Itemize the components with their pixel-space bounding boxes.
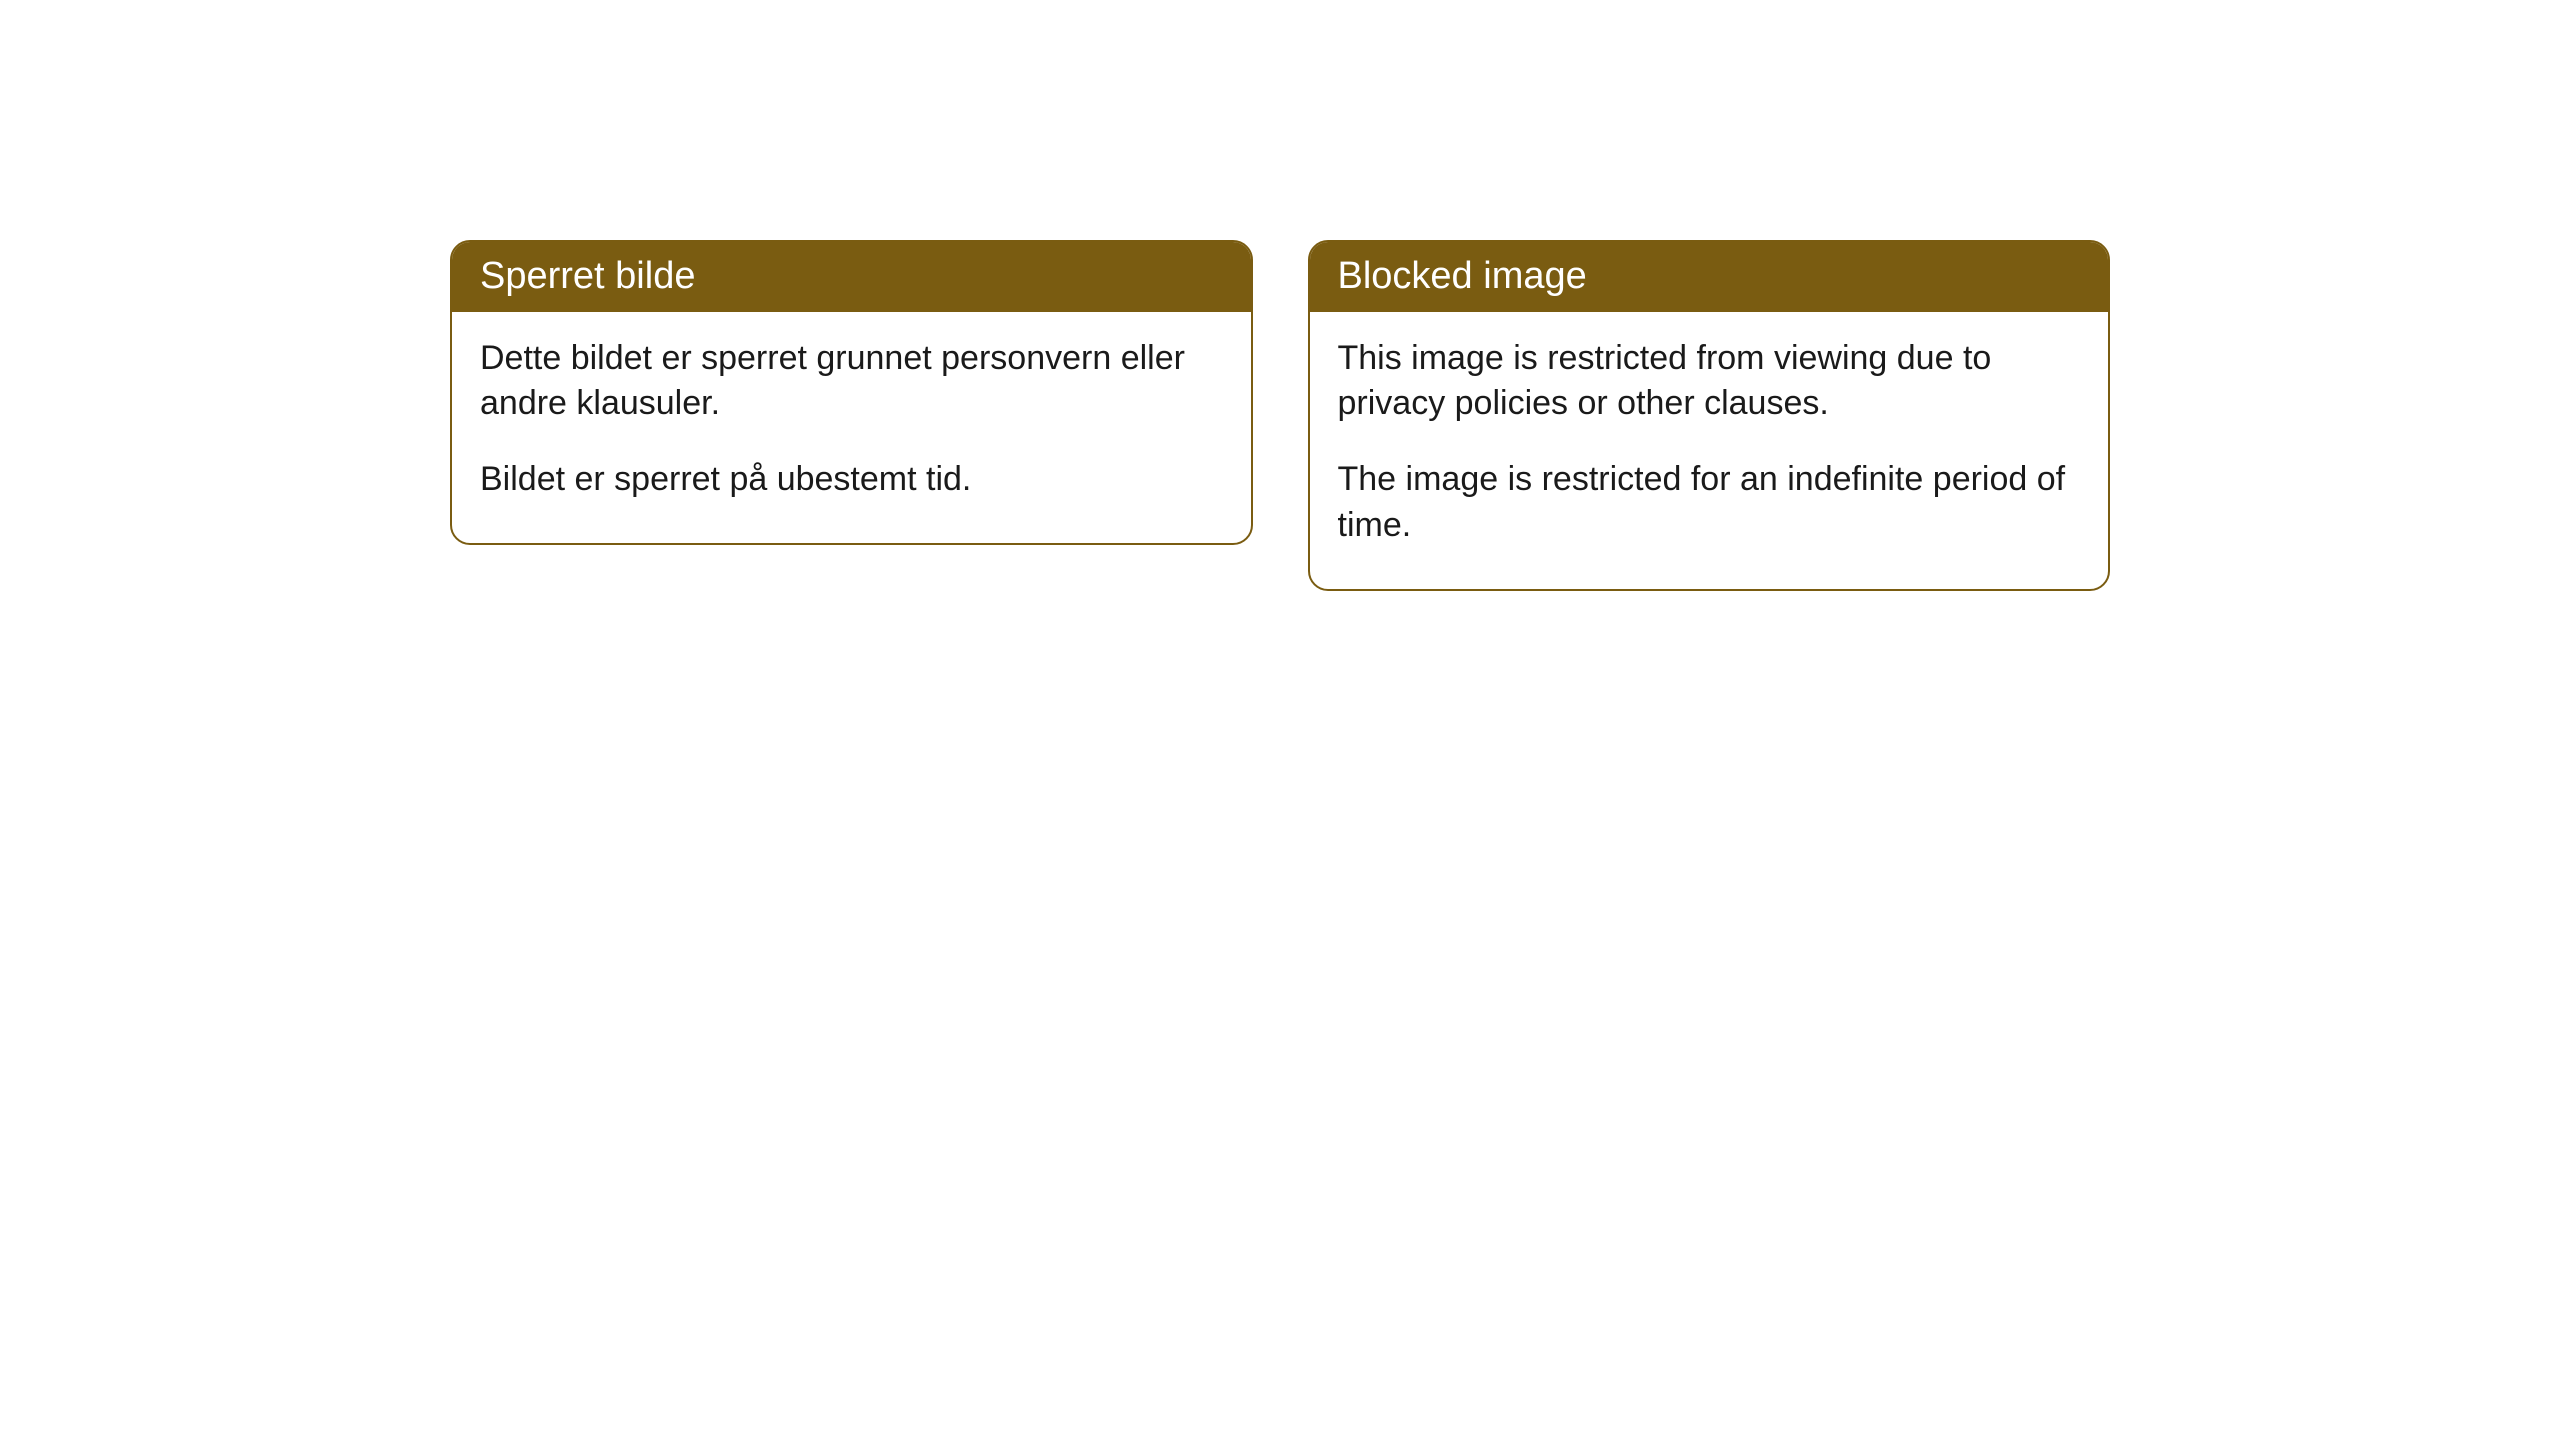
card-header: Sperret bilde xyxy=(452,242,1251,312)
card-body: This image is restricted from viewing du… xyxy=(1310,312,2109,590)
card-body: Dette bildet er sperret grunnet personve… xyxy=(452,312,1251,544)
card-paragraph: The image is restricted for an indefinit… xyxy=(1338,457,2081,549)
blocked-image-card-no: Sperret bilde Dette bildet er sperret gr… xyxy=(450,240,1253,545)
card-paragraph: Bildet er sperret på ubestemt tid. xyxy=(480,457,1223,503)
card-paragraph: This image is restricted from viewing du… xyxy=(1338,336,2081,428)
card-header: Blocked image xyxy=(1310,242,2109,312)
card-paragraph: Dette bildet er sperret grunnet personve… xyxy=(480,336,1223,428)
blocked-image-card-en: Blocked image This image is restricted f… xyxy=(1308,240,2111,591)
card-title: Sperret bilde xyxy=(480,255,695,297)
card-title: Blocked image xyxy=(1338,255,1587,297)
